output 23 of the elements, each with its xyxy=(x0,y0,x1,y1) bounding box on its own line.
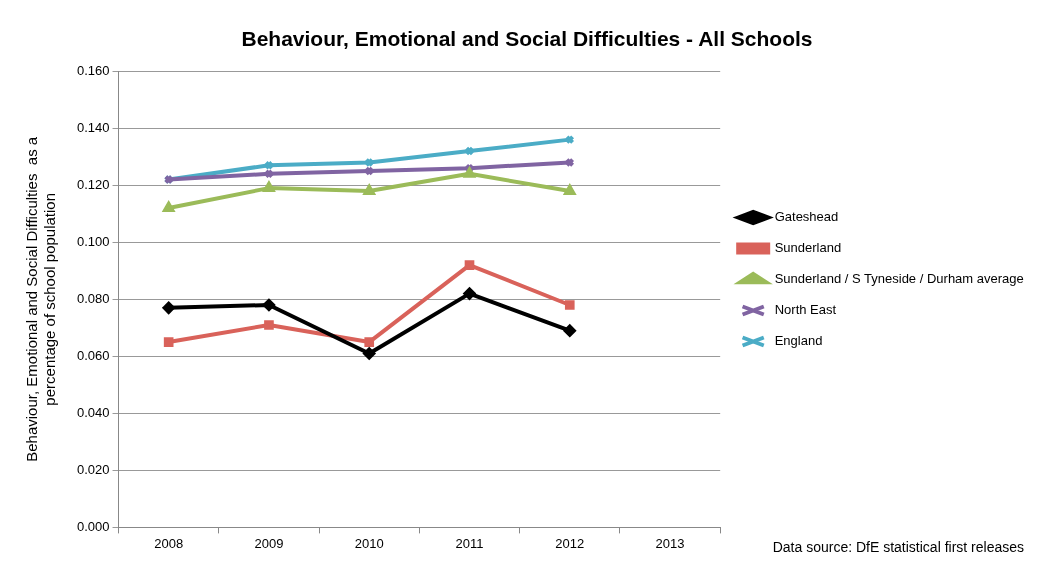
legend-label: Sunderland xyxy=(774,240,842,256)
y-tick-label: 0.120 xyxy=(76,176,110,192)
legend-label: Gateshead xyxy=(774,209,839,225)
y-tick-label: 0.160 xyxy=(76,62,110,78)
x-tick-label: 2010 xyxy=(354,535,384,551)
y-tick-label: 0.020 xyxy=(76,461,110,477)
source-note: Data source: DfE statistical first releases xyxy=(772,538,1024,555)
x-tick-label: 2012 xyxy=(555,535,585,551)
x-tick-label: 2013 xyxy=(655,535,685,551)
y-tick-label: 0.060 xyxy=(76,347,110,363)
legend-label: North East xyxy=(774,302,837,318)
x-tick-label: 2008 xyxy=(154,535,184,551)
y-tick-label: 0.080 xyxy=(76,290,110,306)
y-tick-label: 0.100 xyxy=(76,233,110,249)
legend-label: England xyxy=(774,333,823,349)
x-tick-label: 2009 xyxy=(254,535,284,551)
y-tick-label: 0.040 xyxy=(76,404,110,420)
y-axis-title: Behaviour, Emotional and Social Difficulties as a percentage of school population xyxy=(23,136,59,462)
y-tick-label: 0.000 xyxy=(76,518,110,534)
y-tick-label: 0.140 xyxy=(76,119,110,135)
legend-label: Sunderland / S Tyneside / Durham average xyxy=(774,271,1024,287)
chart-title: Behaviour, Emotional and Social Difficulties - All Schools xyxy=(241,27,813,51)
x-tick-label: 2011 xyxy=(455,535,484,551)
